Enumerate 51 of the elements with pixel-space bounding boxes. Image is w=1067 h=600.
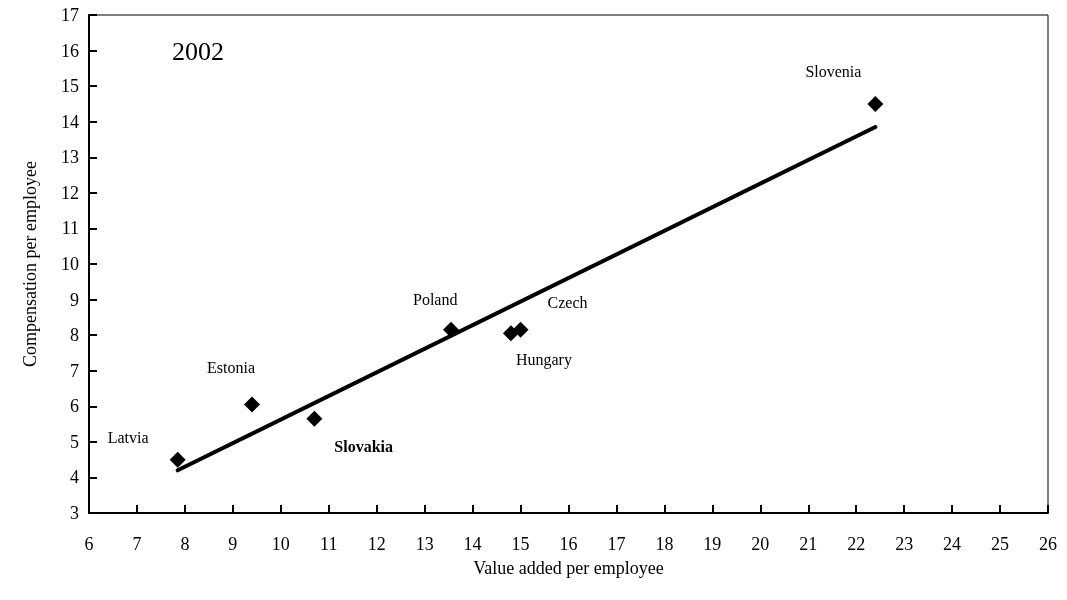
point: [169, 451, 186, 468]
point: [244, 396, 261, 413]
x-tick-label: 25: [991, 534, 1010, 554]
annotation: 2002: [172, 36, 224, 66]
y-tick-label: 8: [70, 325, 79, 346]
point: [306, 410, 323, 427]
x-tick-label: 23: [895, 534, 914, 554]
annotation: Estonia: [207, 359, 256, 377]
annotation: Poland: [413, 291, 458, 309]
x-tick-label: 9: [228, 534, 238, 554]
x-tick-label: 6: [84, 534, 94, 554]
x-tick-label: 14: [463, 534, 482, 554]
y-axis-title: Compensation per employee: [20, 161, 40, 367]
y-tick-label: 7: [70, 360, 79, 381]
y-tick-label: 5: [70, 431, 79, 452]
x-tick-label: 26: [1039, 534, 1057, 554]
point: [512, 321, 529, 338]
annotation: Slovakia: [334, 438, 394, 456]
y-tick-label: 4: [70, 467, 79, 488]
y-tick-label: 16: [61, 40, 79, 61]
x-tick-label: 24: [943, 534, 962, 554]
annotation: Slovenia: [805, 63, 862, 81]
x-tick-label: 13: [415, 534, 434, 554]
x-tick-label: 19: [703, 534, 722, 554]
x-axis-title: Value added per employee: [473, 558, 664, 578]
x-tick-label: 11: [320, 534, 338, 554]
x-tick-label: 8: [180, 534, 190, 554]
x-tick-label: 12: [367, 534, 386, 554]
x-tick-label: 22: [847, 534, 866, 554]
y-tick-label: 17: [61, 5, 79, 25]
annotation: Hungary: [515, 350, 572, 369]
annotation: Czech: [547, 294, 588, 312]
annotation: Latvia: [107, 429, 149, 447]
x-tick-label: 17: [607, 534, 626, 554]
y-tick-label: 9: [70, 289, 79, 310]
y-tick-label: 11: [61, 218, 79, 239]
y-tick-label: 12: [61, 182, 79, 203]
x-tick-label: 7: [132, 534, 142, 554]
point: [867, 95, 884, 112]
y-tick-label: 13: [61, 147, 79, 168]
x-tick-label: 20: [751, 534, 770, 554]
y-tick-label: 3: [70, 503, 79, 523]
y-tick-label: 14: [61, 111, 79, 132]
x-tick-label: 10: [271, 534, 290, 554]
x-tick-label: 18: [655, 534, 674, 554]
y-tick-label: 10: [61, 254, 79, 274]
y-tick-label: 15: [61, 76, 79, 97]
x-tick-label: 16: [559, 534, 578, 554]
y-tick-label: 6: [70, 396, 79, 417]
x-tick-label: 21: [799, 534, 818, 554]
x-tick-label: 15: [511, 534, 530, 554]
